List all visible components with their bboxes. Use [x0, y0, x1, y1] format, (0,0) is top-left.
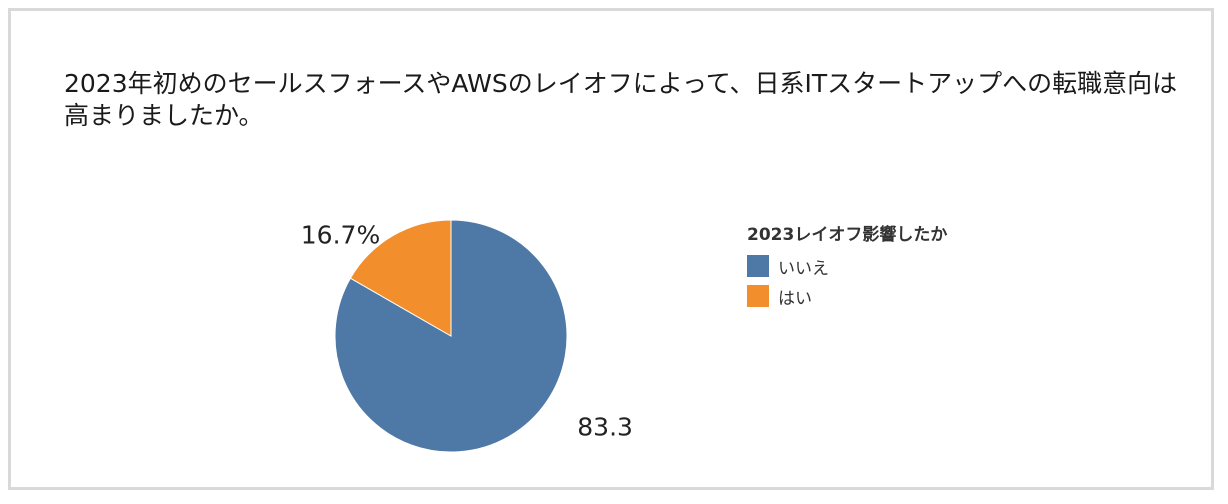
- pie-label-no: 83.3%: [577, 413, 631, 442]
- pie-label-yes: 16.7%: [301, 221, 380, 250]
- legend-label-no: いいえ: [778, 258, 829, 279]
- legend-title: 2023レイオフ影響したか: [747, 225, 948, 245]
- legend-item-yes[interactable]: はい: [747, 281, 947, 311]
- legend-label-yes: はい: [778, 288, 812, 309]
- legend: 2023レイオフ影響したか いいえ はい: [747, 223, 947, 311]
- legend-swatch-no: [747, 255, 769, 277]
- legend-item-no[interactable]: いいえ: [747, 251, 947, 281]
- chart-frame: 2023年初めのセールスフォースやAWSのレイオフによって、日系ITスタートアッ…: [8, 8, 1214, 490]
- legend-swatch-yes: [747, 285, 769, 307]
- pie-chart: 83.3% 16.7%: [301, 219, 631, 453]
- chart-title: 2023年初めのセールスフォースやAWSのレイオフによって、日系ITスタートアッ…: [64, 69, 1178, 130]
- pie-slice-yes[interactable]: [349, 219, 452, 337]
